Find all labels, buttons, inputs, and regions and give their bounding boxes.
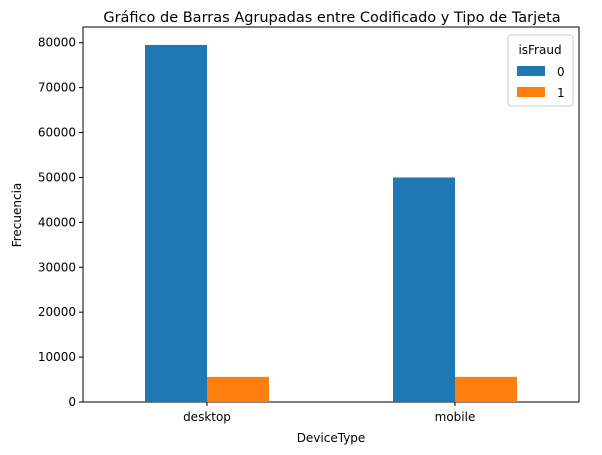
x-tick-label-desktop: desktop [183, 410, 231, 424]
x-axis: desktop mobile [183, 402, 475, 424]
y-tick-label: 60000 [38, 126, 76, 140]
legend: isFraud 0 1 [507, 34, 574, 107]
plot-area: 0 10000 20000 30000 40000 50000 60000 70000 8000… [38, 26, 580, 424]
legend-label-series-1: 1 [557, 86, 565, 100]
y-tick-label: 80000 [38, 36, 76, 50]
chart-title: Gráfico de Barras Agrupadas entre Codifi… [103, 10, 560, 26]
y-tick-label: 0 [68, 395, 76, 409]
y-axis-label: Frecuencia [10, 183, 24, 248]
x-axis-label: DeviceType [297, 431, 366, 445]
y-tick-label: 70000 [38, 81, 76, 95]
legend-swatch-series-0 [517, 66, 545, 76]
y-tick-label: 50000 [38, 170, 76, 184]
y-tick-label: 20000 [38, 305, 76, 319]
legend-swatch-series-1 [517, 87, 545, 97]
bar-mobile-series-0 [393, 177, 455, 402]
y-axis: 0 10000 20000 30000 40000 50000 60000 70000 8000… [38, 36, 83, 409]
bar-desktop-series-1 [207, 376, 269, 402]
y-tick-label: 10000 [38, 350, 76, 364]
y-tick-label: 30000 [38, 260, 76, 274]
plot-frame [82, 26, 580, 403]
y-tick-label: 40000 [38, 215, 76, 229]
legend-label-series-0: 0 [557, 65, 565, 79]
legend-title: isFraud [518, 43, 561, 57]
x-tick-label-mobile: mobile [435, 410, 476, 424]
bars [145, 44, 517, 402]
bar-mobile-series-1 [455, 376, 517, 402]
bar-desktop-series-0 [145, 44, 207, 402]
